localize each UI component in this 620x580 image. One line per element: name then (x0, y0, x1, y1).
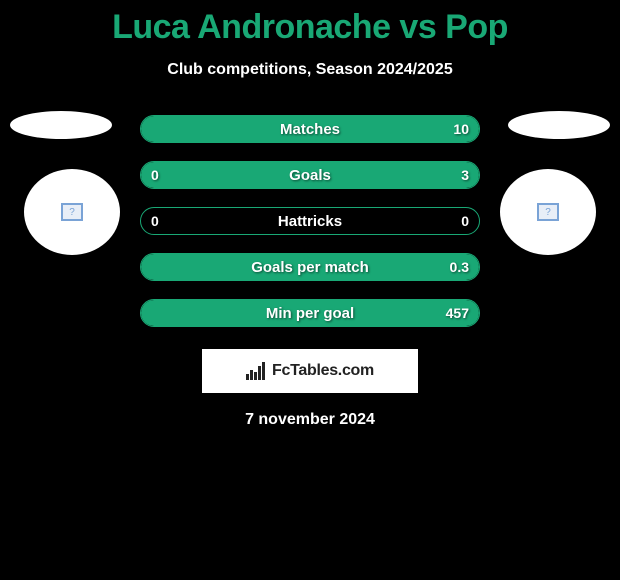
stat-row: Goals per match0.3 (140, 253, 480, 281)
player-badge-right (508, 111, 610, 139)
stat-value-right: 0.3 (450, 254, 469, 280)
stat-value-right: 457 (446, 300, 469, 326)
page-title: Luca Andronache vs Pop (0, 0, 620, 47)
brand-label: FcTables.com (272, 362, 374, 380)
comparison-infographic: Luca Andronache vs Pop Club competitions… (0, 0, 620, 429)
stat-value-left: 0 (151, 162, 159, 188)
stat-value-right: 10 (453, 116, 469, 142)
stat-value-right: 3 (461, 162, 469, 188)
stat-row: Goals0 3 (140, 161, 480, 189)
player-badge-left (10, 111, 112, 139)
date-label: 7 november 2024 (0, 411, 620, 429)
stat-label: Goals (141, 162, 479, 188)
avatar-placeholder-icon: ? (537, 203, 559, 221)
stat-row: Hattricks0 0 (140, 207, 480, 235)
stat-row: Min per goal457 (140, 299, 480, 327)
avatar-left: ? (24, 169, 120, 255)
stat-value-left: 0 (151, 208, 159, 234)
page-subtitle: Club competitions, Season 2024/2025 (0, 61, 620, 79)
stat-label: Goals per match (141, 254, 479, 280)
avatar-placeholder-icon: ? (61, 203, 83, 221)
stat-value-right: 0 (461, 208, 469, 234)
stat-label: Matches (141, 116, 479, 142)
stat-label: Hattricks (141, 208, 479, 234)
stat-label: Min per goal (141, 300, 479, 326)
chart-area: ? ? Matches10Goals03Hattricks00Goals per… (0, 115, 620, 327)
brand-box: FcTables.com (202, 349, 418, 393)
fctables-logo-icon (246, 362, 268, 380)
stat-bars: Matches10Goals03Hattricks00Goals per mat… (140, 115, 480, 327)
stat-row: Matches10 (140, 115, 480, 143)
avatar-right: ? (500, 169, 596, 255)
